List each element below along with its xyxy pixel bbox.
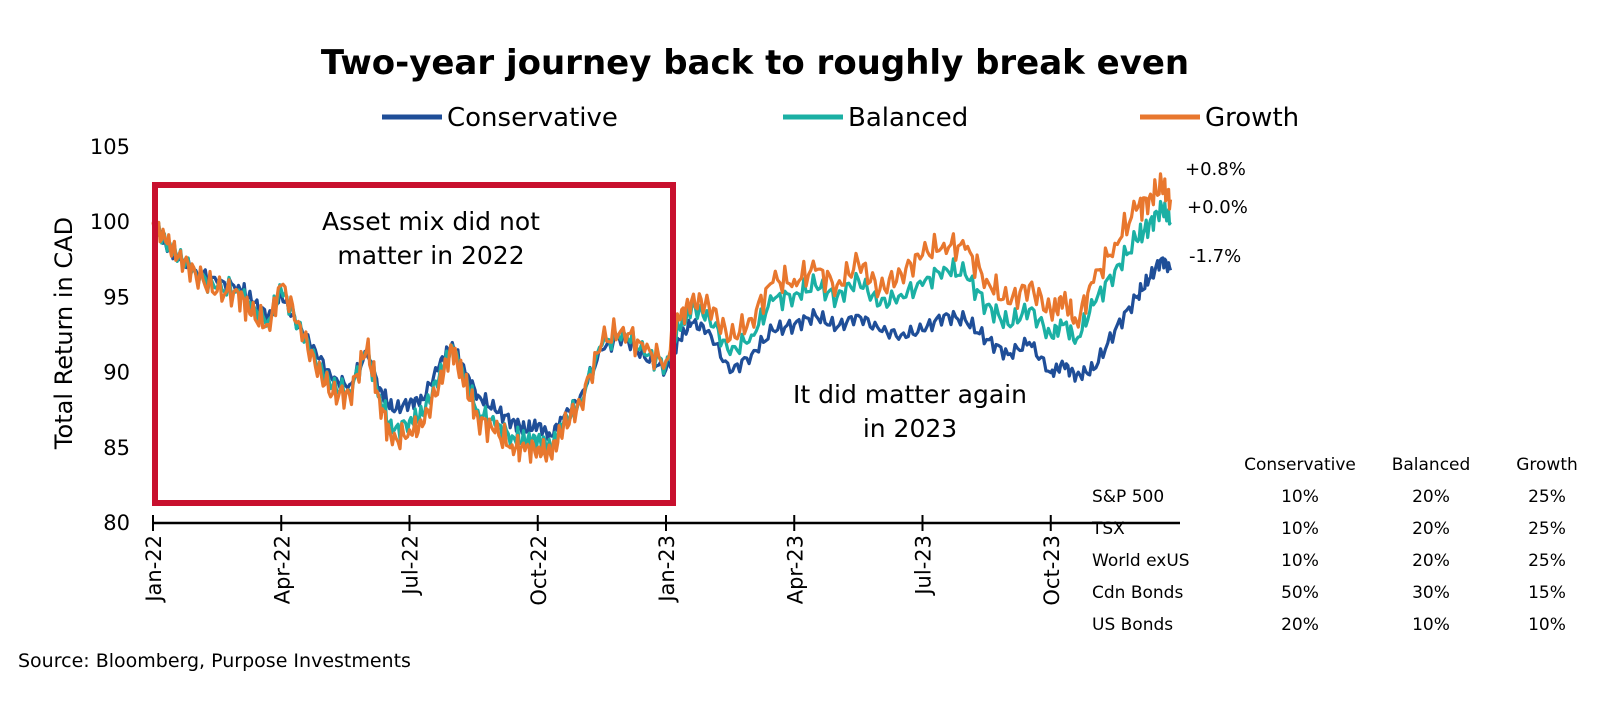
- table-cell: 20%: [1412, 487, 1450, 507]
- annotation-2023-line1: It did matter again: [793, 380, 1027, 409]
- x-tick-label: Oct-23: [1040, 535, 1064, 606]
- end-label-balanced: +0.0%: [1187, 197, 1248, 218]
- table-cell: 10%: [1281, 519, 1319, 539]
- table-cell: 10%: [1281, 487, 1319, 507]
- table-cell: 25%: [1528, 551, 1566, 571]
- table-row-label: World exUS: [1092, 551, 1190, 571]
- table-cell: 10%: [1281, 551, 1319, 571]
- allocation-table: Conservative Balanced Growth S&P 500 10% 2…: [1091, 455, 1578, 635]
- x-tick-label: Jul-23: [912, 535, 936, 597]
- end-label-conservative: -1.7%: [1189, 246, 1241, 267]
- table-cell: 20%: [1281, 615, 1319, 635]
- table-cell: 20%: [1412, 551, 1450, 571]
- x-tick-label: Apr-22: [270, 535, 294, 604]
- table-cell: 10%: [1412, 615, 1450, 635]
- annotation-2022-line1: Asset mix did not: [322, 207, 540, 236]
- table-row-label: S&P 500: [1092, 487, 1164, 507]
- table-row-label: TSX: [1091, 519, 1125, 539]
- x-tick-label: Jul-22: [399, 535, 423, 597]
- end-label-growth: +0.8%: [1185, 159, 1246, 180]
- x-tick-label: Oct-22: [527, 535, 551, 606]
- y-axis-label: Total Return in CAD: [50, 217, 78, 450]
- series-line-growth: [151, 172, 1173, 464]
- table-cell: 25%: [1528, 519, 1566, 539]
- legend-label-balanced: Balanced: [848, 103, 968, 133]
- table-header-conservative: Conservative: [1244, 455, 1356, 475]
- x-tick-label: Jan-23: [655, 535, 679, 604]
- y-tick-label: 90: [103, 361, 130, 385]
- source-note: Source: Bloomberg, Purpose Investments: [18, 650, 411, 672]
- highlight-box-2022: [152, 182, 676, 506]
- annotation-2023-line2: in 2023: [863, 414, 957, 443]
- table-header-balanced: Balanced: [1392, 455, 1471, 475]
- legend-label-conservative: Conservative: [447, 103, 618, 133]
- table-cell: 25%: [1528, 487, 1566, 507]
- chart-title: Two-year journey back to roughly break e…: [321, 43, 1189, 83]
- legend-label-growth: Growth: [1205, 103, 1299, 133]
- table-cell: 15%: [1528, 583, 1566, 603]
- x-tick-label: Apr-23: [783, 535, 807, 604]
- series-line-balanced: [152, 199, 1172, 454]
- y-tick-label: 100: [90, 210, 130, 234]
- table-cell: 50%: [1281, 583, 1319, 603]
- annotation-2022-line2: matter in 2022: [337, 241, 524, 270]
- x-axis-ticks: Jan-22 Apr-22 Jul-22 Oct-22 Jan-23 Apr-23 Jul-…: [142, 515, 1064, 606]
- table-cell: 10%: [1528, 615, 1566, 635]
- y-tick-label: 105: [90, 135, 130, 159]
- table-cell: 20%: [1412, 519, 1450, 539]
- x-tick-label: Jan-22: [142, 535, 166, 604]
- y-tick-label: 95: [103, 285, 130, 309]
- y-axis-ticks: 80 85 90 95 100 105: [90, 135, 130, 535]
- table-row-label: US Bonds: [1092, 615, 1173, 635]
- y-tick-label: 85: [103, 436, 130, 460]
- table-header-growth: Growth: [1516, 455, 1578, 475]
- series-lines: [151, 172, 1173, 464]
- table-row-label: Cdn Bonds: [1092, 583, 1183, 603]
- legend: Conservative Balanced Growth: [382, 103, 1299, 133]
- table-cell: 30%: [1412, 583, 1450, 603]
- y-tick-label: 80: [103, 511, 130, 535]
